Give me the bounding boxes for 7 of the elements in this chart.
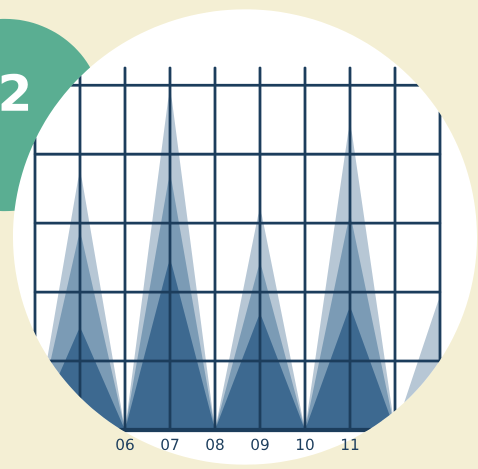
x-tick-label: 11 bbox=[342, 438, 358, 450]
x-tick-label: 08 bbox=[206, 438, 224, 450]
x-tick-label: 06 bbox=[116, 438, 134, 450]
x-tick-label: 10 bbox=[296, 438, 314, 450]
x-tick-label: 07 bbox=[161, 438, 178, 450]
x-tick-label: 09 bbox=[251, 438, 269, 450]
text: 2 bbox=[2, 74, 28, 111]
